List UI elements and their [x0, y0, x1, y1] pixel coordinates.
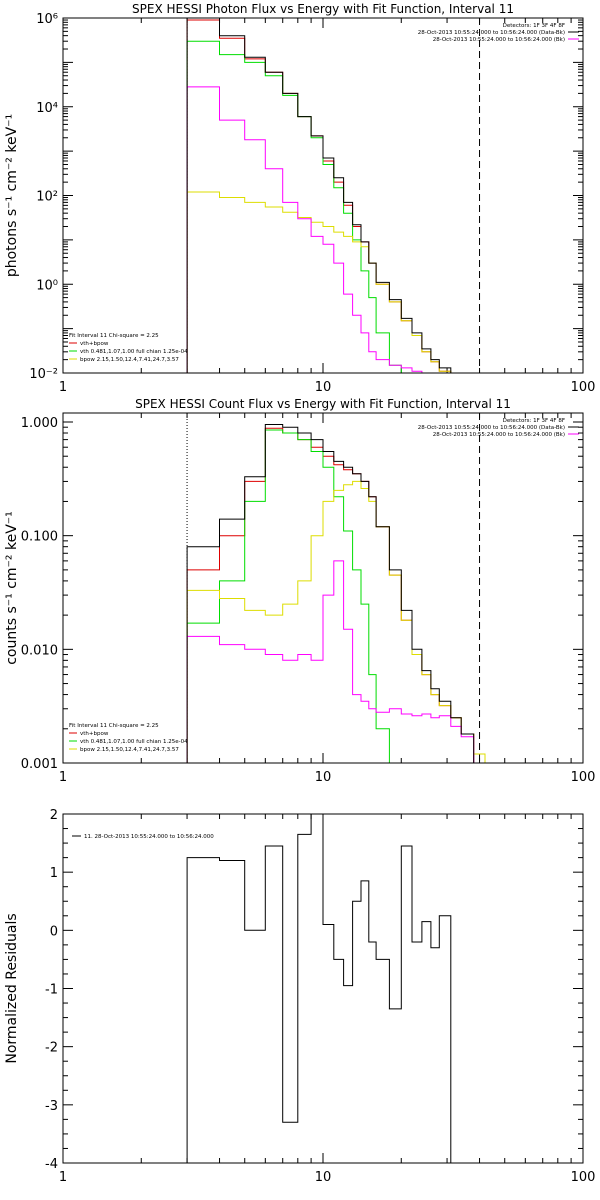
y-tick-label: 0.001	[21, 757, 58, 772]
y-axis-label: photons s⁻¹ cm⁻² keV⁻¹	[4, 114, 20, 277]
series-line	[186, 86, 432, 373]
x-tick-label: 100	[571, 380, 596, 395]
fit-header: Fit Interval 11 Chi-square = 2.25	[69, 333, 159, 339]
plot-area	[186, 18, 462, 373]
series-background	[186, 86, 432, 373]
y-tick-label: 0	[50, 924, 58, 939]
detectors-text: Detectors: 1F 3F 4F 8F	[503, 418, 565, 424]
plot-area	[186, 814, 486, 1163]
plot-frame	[62, 412, 584, 764]
x-tick-label: 100	[571, 1170, 596, 1185]
y-axis-label: Normalized Residuals	[4, 913, 20, 1063]
y-axis-label: counts s⁻¹ cm⁻² keV⁻¹	[4, 511, 20, 665]
y-tick-label: 1	[50, 866, 58, 881]
time-range-text: 28-Oct-2013 10:55:24.000 to 10:56:24.000…	[433, 37, 565, 43]
y-tick-label: 10²	[36, 190, 58, 205]
fit-legend-text: bpow 2.15,1.50,12.4,7.41,24.7,3.57	[80, 747, 179, 753]
series-line	[186, 191, 452, 373]
y-tick-label: 10⁶	[36, 12, 58, 27]
x-tick-label: 10	[315, 380, 332, 395]
x-tick-label: 100	[571, 770, 596, 785]
series-bpow	[186, 191, 452, 373]
chart-title: SPEX HESSI Photon Flux vs Energy with Fi…	[132, 2, 514, 16]
plot-frame	[62, 813, 584, 1164]
panel-2: SPEX HESSI Count Flux vs Energy with Fit…	[4, 397, 595, 785]
time-range-text: 28-Oct-2013 10:55:24.000 to 10:56:24.000…	[418, 425, 565, 431]
fit-header: Fit Interval 11 Chi-square = 2.25	[69, 723, 159, 729]
panel-1: SPEX HESSI Photon Flux vs Energy with Fi…	[4, 2, 595, 395]
y-tick-label: -4	[45, 1157, 58, 1172]
series-line	[186, 424, 475, 763]
series-vth	[186, 40, 402, 373]
x-tick-label: 1	[59, 380, 67, 395]
series-11-28-oct-2013-10-55-24-000-to-10-56-24-000	[186, 814, 486, 1163]
chart-title: SPEX HESSI Count Flux vs Energy with Fit…	[135, 397, 511, 411]
y-tick-label: 10⁴	[36, 101, 58, 116]
y-tick-label: 10⁻²	[29, 367, 58, 382]
x-tick-label: 10	[315, 1170, 332, 1185]
y-tick-label: 0.100	[21, 530, 58, 545]
y-tick-label: -3	[45, 1099, 58, 1114]
time-range-text: 28-Oct-2013 10:55:24.000 to 10:56:24.000…	[433, 432, 565, 438]
series-line	[186, 560, 486, 763]
x-tick-label: 1	[59, 1170, 67, 1185]
detectors-text: Detectors: 1F 3F 4F 8F	[503, 23, 565, 29]
series-total	[186, 424, 475, 763]
fit-legend-text: vth+bpow	[80, 341, 109, 347]
plot-area	[186, 424, 486, 763]
y-tick-label: 10⁰	[36, 278, 58, 293]
series-line	[186, 429, 390, 763]
y-tick-label: 2	[50, 808, 58, 823]
x-tick-label: 10	[315, 770, 332, 785]
y-tick-label: -1	[45, 983, 58, 998]
series-total	[186, 18, 462, 373]
panel-3: Normalized Residuals 1 10 100 -4 -3 -2 -1 0 1 2 11.…	[4, 808, 595, 1185]
fit-legend-text: bpow 2.15,1.50,12.4,7.41,24.7,3.57	[80, 357, 179, 363]
plot-frame	[62, 17, 584, 374]
series-line	[186, 18, 462, 373]
residual-legend-text: 11. 28-Oct-2013 10:55:24.000 to 10:56:24…	[84, 834, 214, 840]
fit-legend-text: vth+bpow	[80, 731, 109, 737]
x-tick-label: 1	[59, 770, 67, 785]
series-background	[186, 560, 486, 763]
y-tick-label: 0.010	[21, 643, 58, 658]
series-vth	[186, 429, 390, 763]
y-tick-label: -2	[45, 1041, 58, 1056]
y-tick-label: 1.000	[21, 416, 58, 431]
fit-legend-text: vth 0.481,1.07,1.00 full chian 1.25e-04	[80, 739, 188, 745]
time-range-text: 28-Oct-2013 10:55:24.000 to 10:56:24.000…	[418, 30, 565, 36]
series-line	[186, 40, 402, 373]
series-line	[186, 814, 486, 1163]
fit-legend-text: vth 0.481,1.07,1.00 full chian 1.25e-04	[80, 349, 188, 355]
